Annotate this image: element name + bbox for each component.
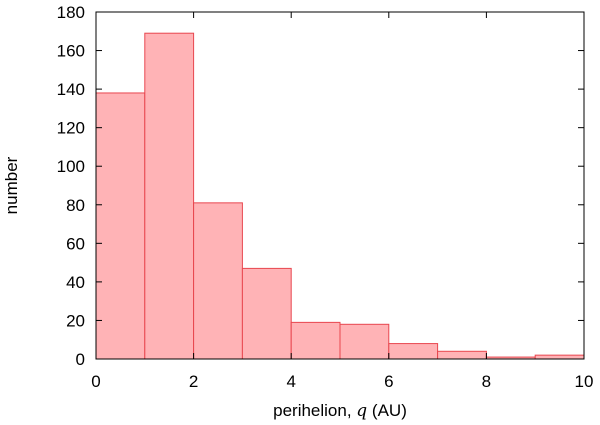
- y-tick-label-9: 180: [57, 3, 85, 22]
- y-tick-label-4: 80: [66, 196, 85, 215]
- y-axis-label: number: [2, 156, 21, 214]
- x-tick-label-4: 8: [482, 372, 491, 391]
- histogram-bar-0: [95, 92, 146, 360]
- y-tick-label-8: 160: [57, 42, 85, 61]
- y-tick-label-6: 120: [57, 119, 85, 138]
- histogram-bar-5: [339, 323, 390, 360]
- plot-frame: [95, 11, 585, 360]
- x-tick-label-1: 2: [189, 372, 198, 391]
- y-tick-label-0: 0: [76, 350, 85, 369]
- histogram-bar-7: [437, 350, 487, 360]
- x-tick-label-5: 10: [575, 372, 594, 391]
- histogram-bar-4: [290, 321, 341, 360]
- x-axis-label-symbol: q: [356, 401, 367, 421]
- x-tick-label-2: 4: [286, 372, 295, 391]
- histogram-bar-3: [241, 267, 292, 360]
- x-axis-label: perihelion, q (AU): [273, 401, 407, 421]
- y-tick-label-2: 40: [66, 273, 85, 292]
- histogram-bar-2: [193, 202, 243, 360]
- histogram-bar-1: [144, 32, 195, 360]
- y-tick-label-7: 140: [57, 80, 85, 99]
- x-tick-label-0: 0: [91, 372, 100, 391]
- histogram-bar-9: [534, 354, 585, 360]
- y-tick-label-5: 100: [57, 157, 85, 176]
- x-axis-label-suffix: (AU): [367, 401, 407, 420]
- bars-group: [95, 32, 585, 360]
- x-axis-label-prefix: perihelion,: [273, 401, 356, 420]
- histogram-bar-6: [388, 343, 439, 360]
- y-tick-label-3: 60: [66, 234, 85, 253]
- y-tick-label-1: 20: [66, 311, 85, 330]
- x-tick-label-3: 6: [384, 372, 393, 391]
